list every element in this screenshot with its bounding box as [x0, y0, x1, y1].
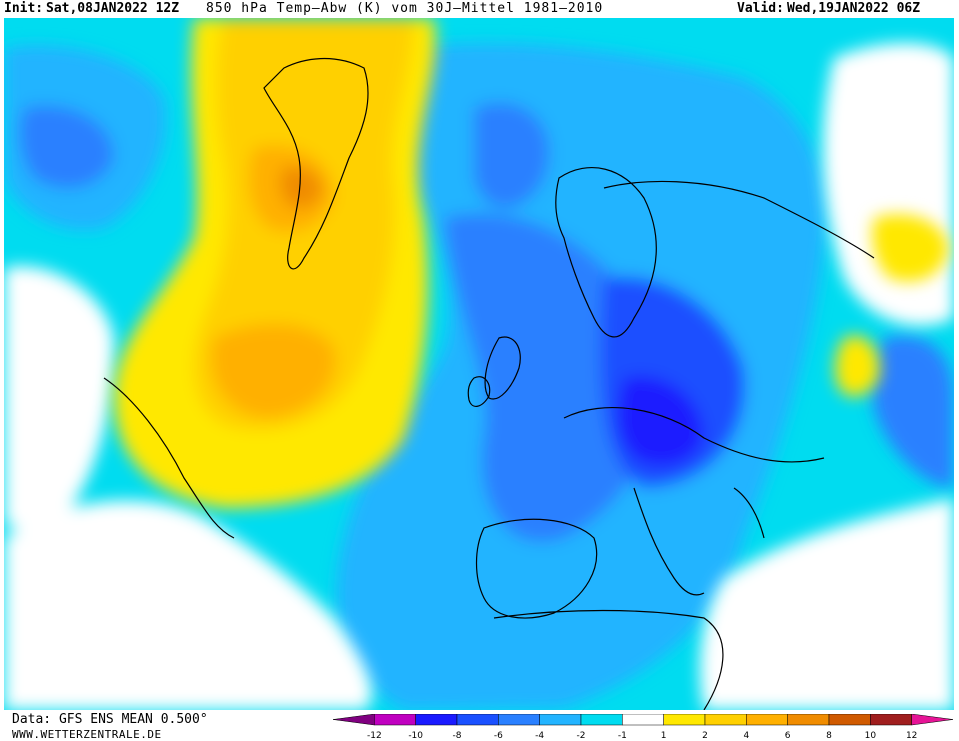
legend-swatch	[374, 714, 416, 726]
map-title: 850 hPa Temp—Abw (K) vom 30J—Mittel 1981…	[206, 1, 604, 16]
legend-tick-label: -1	[618, 731, 627, 740]
init-time: Sat,08JAN2022 12Z	[46, 1, 180, 16]
legend-tick-label: 4	[743, 731, 749, 740]
legend-swatch	[333, 714, 375, 726]
legend-tick-label: 6	[785, 731, 791, 740]
cold-anomaly-layer	[4, 43, 954, 710]
map-header: Init: Sat,08JAN2022 12Z 850 hPa Temp—Abw…	[0, 0, 959, 18]
legend-tick-label: -6	[494, 731, 503, 740]
legend-swatch	[415, 714, 458, 726]
legend-tick-label: 2	[702, 731, 708, 740]
legend-swatch	[787, 714, 830, 726]
init-label: Init:	[4, 1, 44, 16]
legend-swatch	[828, 714, 871, 726]
legend-swatch	[746, 714, 788, 726]
coastlines-and-borders	[103, 58, 875, 710]
legend-swatch	[580, 714, 623, 726]
valid-label: Valid:	[737, 1, 784, 16]
warm-anomaly-layer	[114, 18, 949, 508]
legend-tick-label: 8	[826, 731, 832, 740]
legend-tick-label: 10	[865, 731, 877, 740]
legend-tick-label: -4	[535, 731, 544, 740]
legend-swatch	[704, 714, 747, 726]
legend-tick-label: 1	[661, 731, 667, 740]
legend-tick-label: -2	[577, 731, 586, 740]
website-label: WWW.WETTERZENTRALE.DE	[12, 728, 162, 741]
legend-tick-label: 12	[906, 731, 917, 740]
data-source: Data: GFS ENS MEAN 0.500°	[12, 712, 208, 727]
legend-swatch	[870, 714, 912, 726]
legend-swatch	[498, 714, 540, 726]
valid-time: Wed,19JAN2022 06Z	[787, 1, 921, 16]
legend-swatch	[911, 714, 954, 726]
legend-tick-label: -8	[453, 731, 462, 740]
legend-tick-label: -12	[367, 731, 382, 740]
map-footer: Data: GFS ENS MEAN 0.500° WWW.WETTERZENT…	[0, 710, 959, 741]
legend-swatch	[456, 714, 499, 726]
color-legend: -12 -10 -8 -6 -4 -2 -1 1 2 4 6 8 10 12	[333, 714, 954, 740]
legend-tick-label: -10	[408, 731, 423, 740]
anomaly-map	[4, 18, 954, 710]
legend-swatch	[539, 714, 582, 726]
legend-swatch	[663, 714, 706, 726]
legend-swatch	[622, 714, 664, 726]
